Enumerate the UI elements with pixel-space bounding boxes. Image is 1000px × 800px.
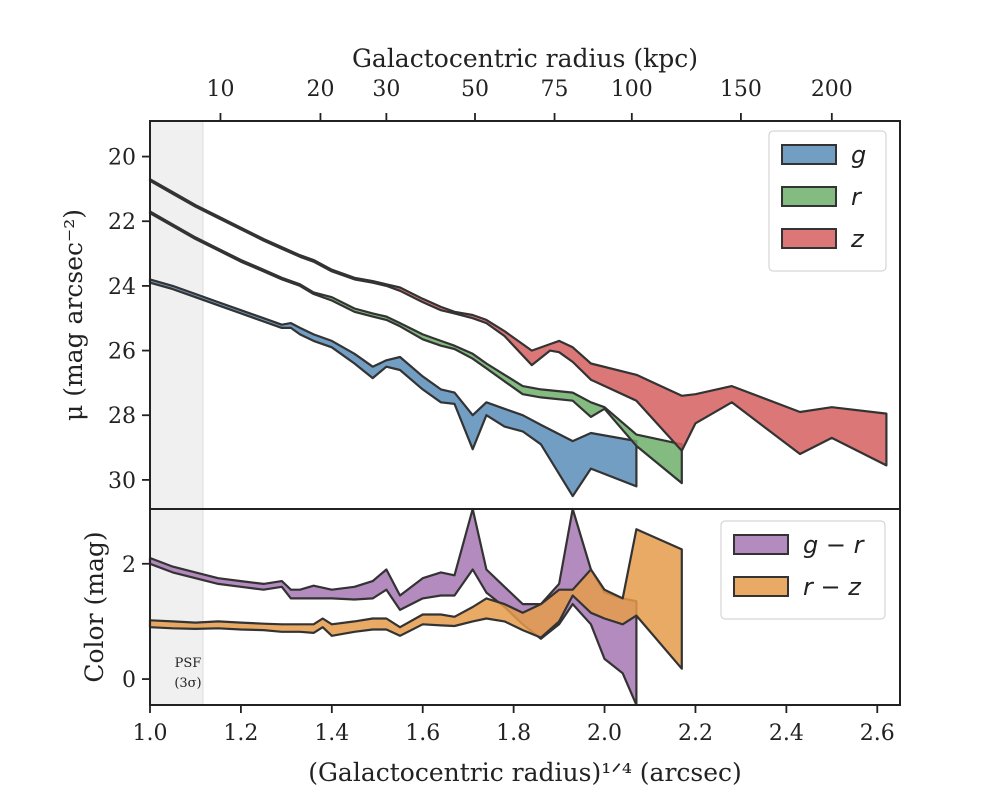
bottom-x-tick-label: 2.6 [860, 721, 895, 746]
top-y-tick-label: 24 [108, 275, 136, 300]
bottom-legend-label: g − r [803, 531, 866, 559]
top-legend-swatch [781, 228, 837, 249]
bottom-x-tick-label: 2.0 [587, 721, 622, 746]
top-axis-kpc-ticks: 10 20 30 50 75 100 150 200 [206, 77, 853, 121]
bottom-y-ticks: 02 [122, 553, 150, 693]
surface-brightness-panel: 20 22 24 26 28 30 10 20 30 50 75 100 150 200 Galacto… [59, 44, 901, 510]
bottom-y-tick-label: 0 [122, 668, 136, 693]
top-y-axis-title: μ (mag arcsec⁻²) [59, 209, 88, 421]
mu-series-0 [148, 278, 638, 498]
bottom-legend-swatch [733, 534, 789, 555]
bottom-legend: g − r r − z [720, 520, 886, 620]
bottom-y-tick-label: 2 [122, 553, 136, 578]
top-kpc-tick-label: 150 [720, 77, 762, 102]
bottom-psf-band [149, 508, 204, 706]
psf-label-line2: (3σ) [174, 676, 201, 691]
top-psf-band [149, 120, 204, 510]
mu-series-2 [148, 178, 888, 467]
bottom-x-ticks: 1.0 1.2 1.4 1.6 1.8 2.0 2.2 2.4 2.6 [133, 705, 895, 746]
top-legend-swatch [781, 144, 837, 165]
top-kpc-tick-label: 10 [206, 77, 234, 102]
bottom-x-tick-label: 1.0 [133, 721, 168, 746]
top-kpc-tick-label: 200 [811, 77, 853, 102]
top-legend-swatch [781, 186, 837, 207]
top-legend-label: r [851, 183, 863, 211]
mu-series-1 [148, 210, 683, 485]
bottom-x-tick-label: 1.4 [314, 721, 349, 746]
top-y-tick-label: 22 [108, 210, 136, 235]
bottom-plot-frame [149, 508, 901, 706]
bottom-x-tick-label: 2.4 [769, 721, 804, 746]
top-y-tick-label: 30 [108, 469, 136, 494]
top-legend: grz [768, 130, 887, 272]
bottom-x-tick-label: 1.6 [405, 721, 440, 746]
bottom-y-axis-title: Color (mag) [80, 531, 109, 682]
color-series [148, 507, 683, 707]
bottom-x-tick-label: 1.8 [496, 721, 531, 746]
bottom-legend-label: r − z [803, 573, 862, 601]
surface-brightness-series [148, 178, 888, 498]
top-y-tick-label: 26 [108, 340, 136, 365]
top-legend-label: g [851, 141, 866, 169]
bottom-x-axis-title: (Galactocentric radius)¹ᐟ⁴ (arcsec) [308, 758, 742, 787]
top-kpc-tick-label: 75 [541, 77, 569, 102]
top-axis-title: Galactocentric radius (kpc) [352, 44, 698, 73]
bottom-legend-swatch [733, 576, 789, 597]
top-kpc-tick-label: 20 [306, 77, 334, 102]
top-legend-label: z [850, 225, 865, 253]
color-series-1 [148, 528, 683, 670]
top-kpc-tick-label: 50 [461, 77, 489, 102]
top-y-tick-label: 20 [108, 146, 136, 171]
top-y-ticks: 20 22 24 26 28 30 [108, 146, 150, 494]
psf-label-line1: PSF [175, 656, 202, 671]
top-kpc-tick-label: 30 [372, 77, 400, 102]
bottom-x-tick-label: 2.2 [678, 721, 713, 746]
top-y-tick-label: 28 [108, 404, 136, 429]
top-kpc-tick-label: 100 [611, 77, 653, 102]
bottom-x-tick-label: 1.2 [223, 721, 258, 746]
color-panel: 02 1.0 1.2 1.4 1.6 1.8 2.0 2.2 2.4 2.6 PSF (3σ) … [80, 507, 901, 787]
